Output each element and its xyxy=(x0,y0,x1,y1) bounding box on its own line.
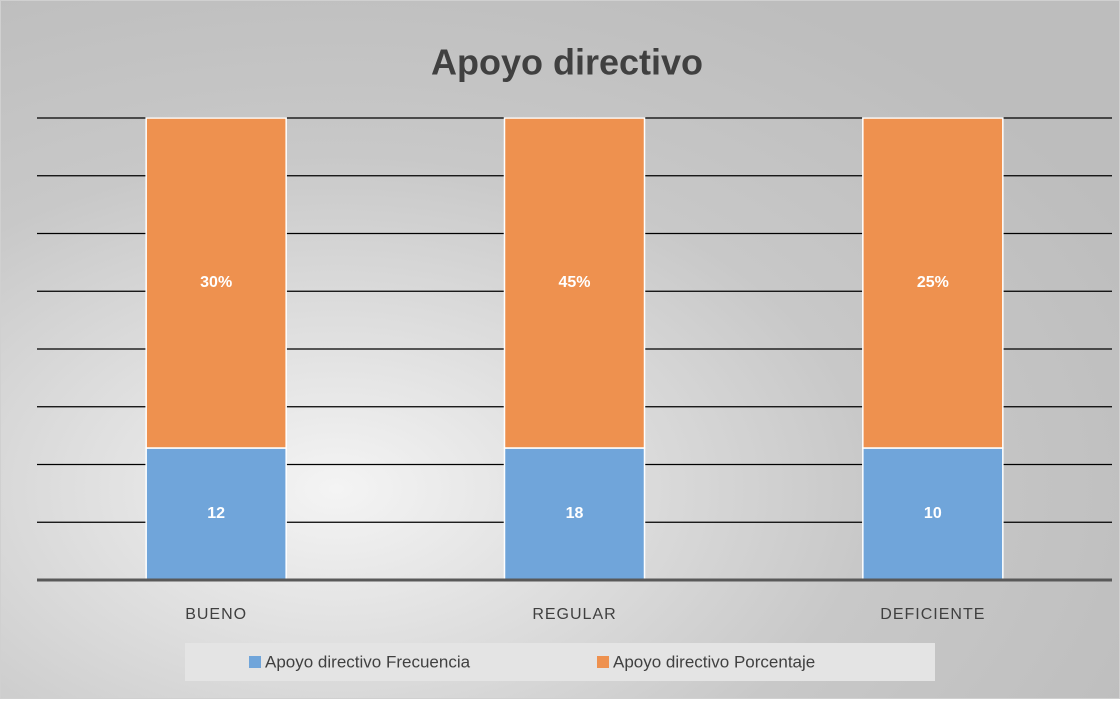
data-label: 30% xyxy=(200,274,232,291)
bar-segment xyxy=(862,117,1004,449)
x-tick-label: BUENO xyxy=(185,606,247,623)
bar-segment xyxy=(145,117,287,449)
x-tick-label: DEFICIENTE xyxy=(880,606,985,623)
legend-marker xyxy=(597,656,609,668)
bar-segment xyxy=(503,117,646,449)
data-label: 45% xyxy=(558,274,590,291)
legend-label: Apoyo directivo Porcentaje xyxy=(613,652,815,671)
data-label: 10 xyxy=(924,505,942,522)
legend-marker xyxy=(249,656,261,668)
legend-label: Apoyo directivo Frecuencia xyxy=(265,652,471,671)
data-label: 18 xyxy=(566,505,584,522)
legend-box xyxy=(185,643,935,681)
chart-title: Apoyo directivo xyxy=(431,42,703,83)
x-tick-label: REGULAR xyxy=(532,606,616,623)
bar-segment xyxy=(145,447,287,581)
data-label: 12 xyxy=(207,505,225,522)
data-label: 25% xyxy=(917,274,949,291)
